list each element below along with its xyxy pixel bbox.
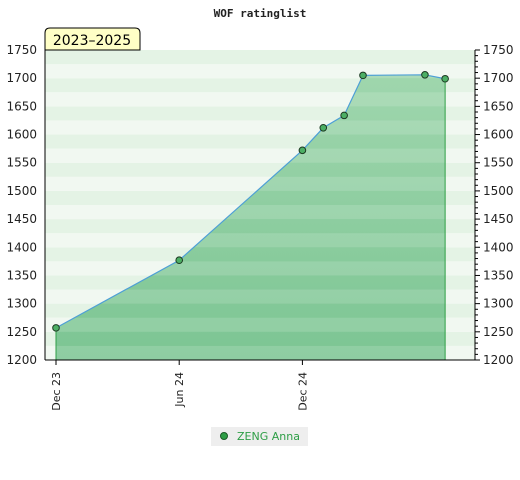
y-tick-label: 1550	[6, 156, 37, 170]
y-tick-label: 1450	[6, 212, 37, 226]
y-tick-label-right: 1500	[483, 184, 514, 198]
legend-label: ZENG Anna	[237, 430, 300, 443]
x-tick-label: Dec 24	[296, 372, 309, 411]
x-tick-label: Dec 23	[50, 372, 63, 411]
axes-group	[44, 49, 480, 365]
series-line	[55, 74, 446, 329]
chart-title: WOF ratinglist	[214, 7, 307, 20]
series-area	[56, 74, 446, 361]
y-tick-label: 1600	[6, 128, 37, 142]
y-tick-label-right: 1700	[483, 71, 514, 85]
period-badge-text: 2023–2025	[53, 33, 131, 49]
data-point	[175, 256, 184, 265]
y-tick-label: 1700	[6, 71, 37, 85]
y-tick-label-right: 1200	[483, 353, 514, 367]
x-tick-labels: Dec 23 Jun 24 Dec 24	[50, 372, 309, 411]
y-tick-labels-right: 1200 1250 1300 1350 1400 1450 1500 1550 1600 1650…	[483, 43, 514, 367]
x-tick-label: Jun 24	[173, 372, 186, 408]
legend-marker-icon	[220, 432, 228, 440]
area-band	[56, 289, 446, 304]
data-point	[441, 74, 449, 83]
period-badge: 2023–2025	[44, 27, 141, 51]
y-tick-label: 1400	[6, 240, 37, 254]
y-tick-label-right: 1250	[483, 325, 514, 339]
data-point	[319, 123, 328, 132]
area-band	[56, 317, 446, 332]
y-tick-label-right: 1650	[483, 99, 514, 113]
y-tick-label: 1500	[6, 184, 37, 198]
y-tick-label: 1750	[6, 43, 37, 57]
y-tick-label-right: 1550	[483, 156, 514, 170]
y-tick-label-right: 1600	[483, 128, 514, 142]
y-tick-label: 1300	[6, 297, 37, 311]
data-point	[359, 71, 367, 80]
y-tick-label: 1200	[6, 353, 37, 367]
y-tick-labels-left: 1200 1250 1300 1350 1400 1450 1500 1550 1600 1650…	[6, 43, 37, 367]
y-tick-label-right: 1750	[483, 43, 514, 57]
data-point	[298, 146, 307, 155]
data-points	[52, 71, 449, 332]
data-point	[421, 71, 429, 79]
legend: ZENG Anna	[211, 427, 308, 446]
y-tick-label-right: 1300	[483, 297, 514, 311]
background-band	[45, 50, 475, 65]
y-tick-label: 1350	[6, 268, 37, 282]
y-tick-label-right: 1400	[483, 240, 514, 254]
y-tick-label: 1250	[6, 325, 37, 339]
y-tick-label-right: 1350	[483, 268, 514, 282]
area-band	[56, 345, 446, 360]
y-tick-label-right: 1450	[483, 212, 514, 226]
data-point	[340, 111, 348, 120]
background-band	[45, 64, 475, 79]
data-point	[52, 324, 60, 332]
y-tick-label: 1650	[6, 99, 37, 113]
